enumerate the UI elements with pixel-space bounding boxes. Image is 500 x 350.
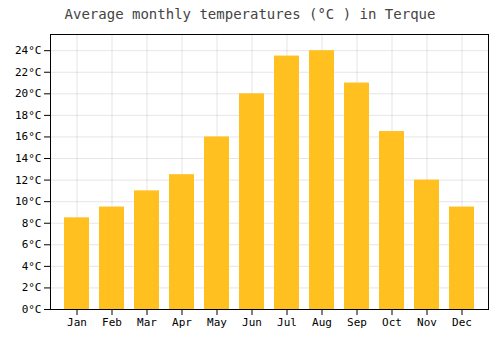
svg-text:Mar: Mar <box>137 316 157 329</box>
html-text:Average monthly temperatures (: Average monthly temperatures (°C ) in Te… <box>64 6 436 22</box>
svg-text:Jan: Jan <box>67 316 87 329</box>
svg-text:Sep: Sep <box>347 316 367 329</box>
svg-text:10°C: 10°C <box>15 195 42 208</box>
svg-text:20°C: 20°C <box>15 87 42 100</box>
svg-text:2°C: 2°C <box>22 281 42 294</box>
svg-text:Oct: Oct <box>382 316 402 329</box>
svg-text:16°C: 16°C <box>15 130 42 143</box>
svg-text:18°C: 18°C <box>15 109 42 122</box>
svg-text:0°C: 0°C <box>22 303 42 316</box>
svg-text:Dec: Dec <box>452 316 472 329</box>
svg-text:May: May <box>207 316 227 329</box>
svg-text:22°C: 22°C <box>15 66 42 79</box>
svg-text:Aug: Aug <box>312 316 332 329</box>
svg-text:8°C: 8°C <box>22 217 42 230</box>
svg-text:Nov: Nov <box>417 316 437 329</box>
svg-text:6°C: 6°C <box>22 238 42 251</box>
svg-text:12°C: 12°C <box>15 174 42 187</box>
svg-text:Apr: Apr <box>172 316 192 329</box>
svg-text:24°C: 24°C <box>15 44 42 57</box>
svg-text:Jun: Jun <box>242 316 262 329</box>
svg-text:Jul: Jul <box>277 316 297 329</box>
svg-text:14°C: 14°C <box>15 152 42 165</box>
svg-text:4°C: 4°C <box>22 260 42 273</box>
svg-text:Feb: Feb <box>102 316 122 329</box>
